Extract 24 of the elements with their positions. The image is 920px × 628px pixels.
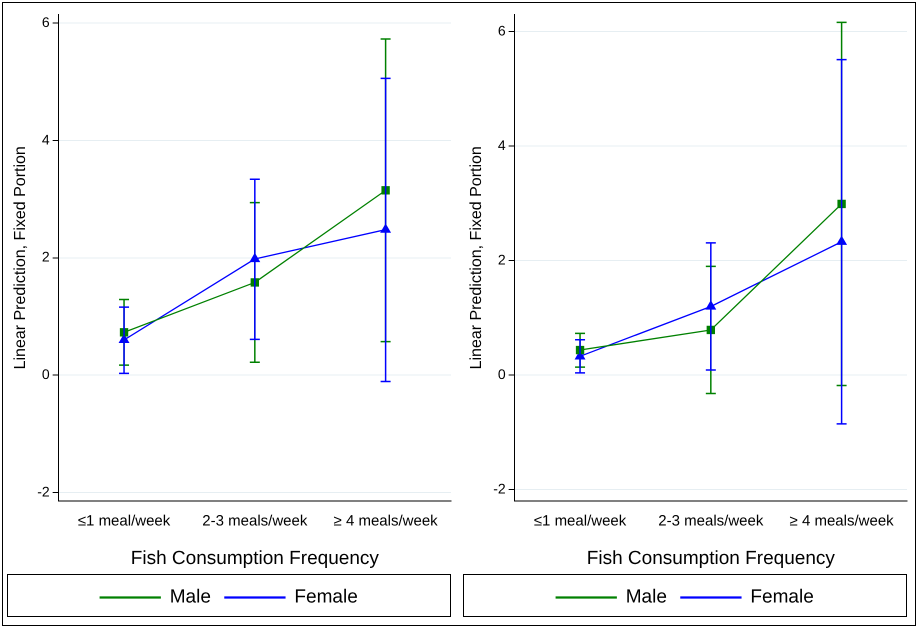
y-tick-label: -2	[37, 483, 50, 500]
legend-label: Male	[170, 586, 211, 608]
x-tick-label: ≥ 4 meals/week	[790, 512, 894, 530]
y-tick-label: 6	[42, 14, 50, 30]
x-tick-label: ≤1 meal/week	[534, 512, 627, 530]
x-tick-label: 2-3 meals/week	[658, 512, 764, 530]
y-tick-label: 6	[498, 22, 506, 38]
y-tick-label: 2	[42, 248, 50, 265]
y-tick-label: 4	[498, 136, 506, 153]
y-tick-label: 0	[42, 366, 50, 382]
legend-label: Female	[750, 586, 814, 608]
legend-label: Male	[626, 586, 667, 608]
y-tick-label: -2	[493, 480, 506, 497]
legend-label: Female	[294, 586, 358, 608]
y-axis-title: Linear Prediction, Fixed Portion	[468, 146, 486, 370]
x-axis-title: Fish Consumption Frequency	[586, 548, 836, 569]
y-tick-label: 2	[498, 252, 506, 268]
x-axis-title: Fish Consumption Frequency	[130, 548, 380, 569]
y-tick-label: 4	[42, 131, 50, 148]
x-tick-label: ≤1 meal/week	[78, 512, 171, 530]
x-tick-label: ≥ 4 meals/week	[334, 512, 438, 530]
y-tick-label: 0	[498, 366, 506, 382]
y-axis-title: Linear Prediction, Fixed Portion	[12, 146, 30, 370]
x-tick-label: 2-3 meals/week	[202, 512, 308, 530]
